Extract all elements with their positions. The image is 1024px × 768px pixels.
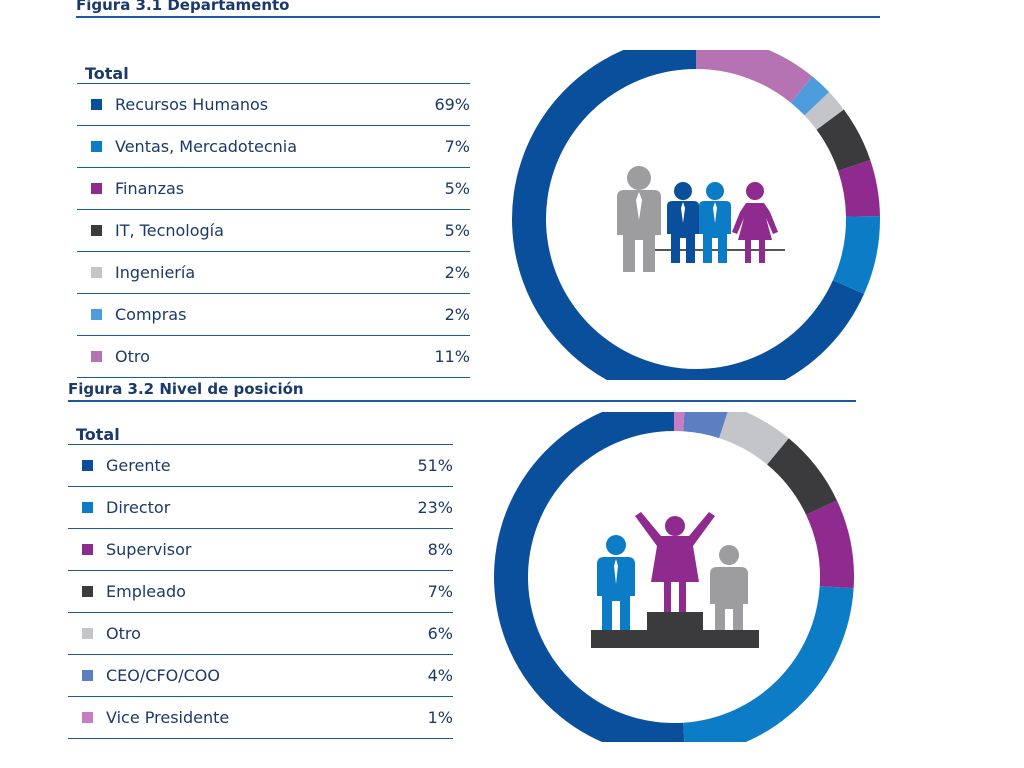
legend-value: 6% xyxy=(375,612,453,655)
legend-label: Empleado xyxy=(106,570,376,613)
legend-value: 5% xyxy=(411,209,470,252)
donut-slice-2 xyxy=(838,159,880,217)
legend-label: Finanzas xyxy=(115,167,412,210)
legend-label: Otro xyxy=(106,612,376,655)
legend-row: Compras 2% xyxy=(77,293,470,336)
legend-value: 1% xyxy=(375,696,453,739)
legend-row: Ventas, Mercadotecnia 7% xyxy=(77,125,470,168)
legend-swatch xyxy=(81,586,93,597)
legend-swatch xyxy=(90,183,102,194)
group-of-people-icon xyxy=(617,166,785,272)
legend-label: Ingeniería xyxy=(115,251,412,294)
legend-row: Director 23% xyxy=(68,486,453,529)
legend-table: Total Gerente 51% Director 23% Superviso… xyxy=(68,414,453,739)
donut-slice-5 xyxy=(790,76,830,116)
donut-slice-4 xyxy=(804,91,844,130)
legend-value: 7% xyxy=(411,125,470,168)
legend-value: 23% xyxy=(375,486,453,529)
donut-slices xyxy=(494,412,854,742)
legend-swatch xyxy=(81,628,93,639)
donut-chart-departamento xyxy=(512,50,880,380)
legend-swatch xyxy=(81,712,93,723)
legend-row: Recursos Humanos 69% xyxy=(77,83,470,126)
legend-swatch xyxy=(81,670,93,681)
legend-label: Otro xyxy=(115,335,412,378)
legend-value: 69% xyxy=(411,83,470,126)
donut-slice-6 xyxy=(696,50,813,103)
legend-swatch xyxy=(81,502,93,513)
legend-swatch xyxy=(90,267,102,278)
donut-slice-0 xyxy=(494,412,685,742)
legend-row: Otro 11% xyxy=(77,335,470,378)
legend-label: Ventas, Mercadotecnia xyxy=(115,125,412,168)
legend-value: 8% xyxy=(375,528,453,571)
legend-swatch xyxy=(90,309,102,320)
legend-row: Empleado 7% xyxy=(68,570,453,613)
legend-swatch xyxy=(90,225,102,236)
legend-row: Gerente 51% xyxy=(68,444,453,487)
legend-table: Total Recursos Humanos 69% Ventas, Merca… xyxy=(77,53,470,378)
legend-value: 4% xyxy=(375,654,453,697)
legend-swatch xyxy=(90,351,102,362)
legend-swatch xyxy=(81,544,93,555)
legend-value: 2% xyxy=(411,251,470,294)
legend-row: Supervisor 8% xyxy=(68,528,453,571)
legend-label: Gerente xyxy=(106,444,376,487)
legend-row: Vice Presidente 1% xyxy=(68,696,453,739)
legend-value: 7% xyxy=(375,570,453,613)
podium-people-icon xyxy=(591,512,759,648)
donut-slice-2 xyxy=(806,500,854,589)
donut-slice-5 xyxy=(683,412,728,439)
donut-slices xyxy=(512,50,880,380)
donut-slice-4 xyxy=(719,412,789,465)
donut-slice-6 xyxy=(674,412,685,432)
legend-label: IT, Tecnología xyxy=(115,209,412,252)
donut-chart-nivel-posicion xyxy=(494,412,854,742)
donut-slice-1 xyxy=(832,216,880,295)
legend-label: CEO/CFO/COO xyxy=(106,654,376,697)
legend-row: Otro 6% xyxy=(68,612,453,655)
legend-row: IT, Tecnología 5% xyxy=(77,209,470,252)
legend-value: 51% xyxy=(375,444,453,487)
legend-label: Recursos Humanos xyxy=(115,83,412,126)
legend-swatch xyxy=(90,141,102,152)
legend-row: CEO/CFO/COO 4% xyxy=(68,654,453,697)
donut-slice-3 xyxy=(767,438,837,515)
legend-header: Total xyxy=(77,53,470,84)
legend-label: Vice Presidente xyxy=(106,696,376,739)
legend-label: Supervisor xyxy=(106,528,376,571)
legend-value: 5% xyxy=(411,167,470,210)
legend-swatch xyxy=(90,99,102,110)
legend-swatch xyxy=(81,460,93,471)
legend-value: 2% xyxy=(411,293,470,336)
legend-row: Finanzas 5% xyxy=(77,167,470,210)
legend-label: Director xyxy=(106,486,376,529)
legend-label: Compras xyxy=(115,293,412,336)
legend-row: Ingeniería 2% xyxy=(77,251,470,294)
donut-slice-3 xyxy=(816,109,871,171)
legend-value: 11% xyxy=(411,335,470,378)
donut-slice-1 xyxy=(683,586,854,742)
figure-title: Figura 3.1 Departamento xyxy=(76,0,880,18)
legend-header: Total xyxy=(68,414,453,445)
figure-title: Figura 3.2 Nivel de posición xyxy=(68,380,856,402)
